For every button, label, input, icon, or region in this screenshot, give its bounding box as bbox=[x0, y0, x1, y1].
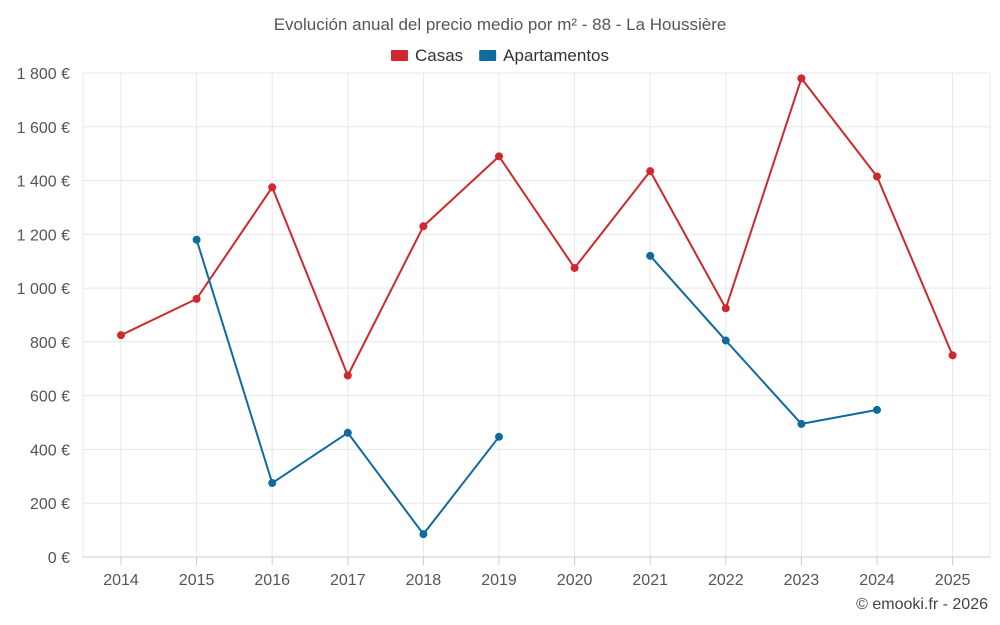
data-point[interactable] bbox=[873, 405, 881, 414]
grid bbox=[82, 72, 991, 558]
data-point[interactable] bbox=[343, 371, 352, 380]
x-tick-label: 2024 bbox=[859, 572, 895, 589]
x-tick-label: 2018 bbox=[406, 572, 442, 589]
data-point[interactable] bbox=[797, 419, 806, 428]
series-line bbox=[120, 77, 954, 377]
y-axis: 0 € 200 € 400 € 600 € 800 € 1 000 € 1 200 € 1 4… bbox=[17, 66, 70, 567]
data-point[interactable] bbox=[570, 263, 579, 272]
x-tick-label: 2019 bbox=[481, 572, 517, 589]
y-tick-label: 1 400 € bbox=[17, 174, 70, 191]
legend: Casas Apartamentos bbox=[390, 46, 609, 65]
credit-text: © emooki.fr - 2026 bbox=[856, 596, 988, 613]
y-tick-label: 800 € bbox=[30, 335, 70, 352]
x-tick-label: 2016 bbox=[254, 572, 290, 589]
data-point[interactable] bbox=[721, 336, 730, 345]
legend-label[interactable]: Casas bbox=[415, 46, 463, 65]
chart-title: Evolución anual del precio medio por m² … bbox=[274, 15, 727, 34]
series-layer bbox=[117, 74, 957, 539]
data-point[interactable] bbox=[873, 172, 881, 181]
data-point[interactable] bbox=[419, 530, 428, 539]
data-point[interactable] bbox=[646, 251, 655, 260]
series-line bbox=[649, 255, 878, 425]
x-tick-label: 2025 bbox=[935, 572, 971, 589]
legend-label[interactable]: Apartamentos bbox=[503, 46, 609, 65]
x-tick-label: 2015 bbox=[179, 572, 215, 589]
y-tick-label: 600 € bbox=[30, 389, 70, 406]
x-tick-label: 2021 bbox=[632, 572, 668, 589]
legend-swatch bbox=[479, 50, 497, 61]
data-point[interactable] bbox=[192, 235, 201, 244]
y-tick-label: 400 € bbox=[30, 442, 70, 459]
x-tick-label: 2020 bbox=[557, 572, 593, 589]
data-point[interactable] bbox=[495, 152, 503, 161]
series-apartamentos bbox=[192, 235, 881, 539]
x-tick-label: 2022 bbox=[708, 572, 744, 589]
data-point[interactable] bbox=[268, 183, 277, 192]
data-point[interactable] bbox=[268, 479, 277, 488]
y-tick-label: 200 € bbox=[30, 496, 70, 513]
data-point[interactable] bbox=[343, 428, 352, 437]
data-point[interactable] bbox=[797, 74, 806, 83]
data-point[interactable] bbox=[495, 432, 503, 441]
y-tick-label: 1 800 € bbox=[17, 66, 70, 83]
x-axis: 2014 2015 2016 2017 2018 2019 2020 2021 2022 2023… bbox=[103, 557, 970, 589]
y-tick-label: 0 € bbox=[48, 550, 70, 567]
data-point[interactable] bbox=[117, 331, 125, 340]
series-casas bbox=[117, 74, 957, 380]
x-tick-label: 2017 bbox=[330, 572, 366, 589]
legend-swatch bbox=[390, 50, 408, 61]
y-tick-label: 1 000 € bbox=[17, 281, 70, 298]
data-point[interactable] bbox=[646, 167, 655, 176]
x-tick-label: 2014 bbox=[103, 572, 139, 589]
data-point[interactable] bbox=[419, 222, 428, 231]
data-point[interactable] bbox=[721, 304, 730, 313]
y-tick-label: 1 200 € bbox=[17, 227, 70, 244]
y-tick-label: 1 600 € bbox=[17, 120, 70, 137]
x-tick-label: 2023 bbox=[784, 572, 820, 589]
data-point[interactable] bbox=[192, 294, 201, 303]
data-point[interactable] bbox=[948, 351, 957, 360]
